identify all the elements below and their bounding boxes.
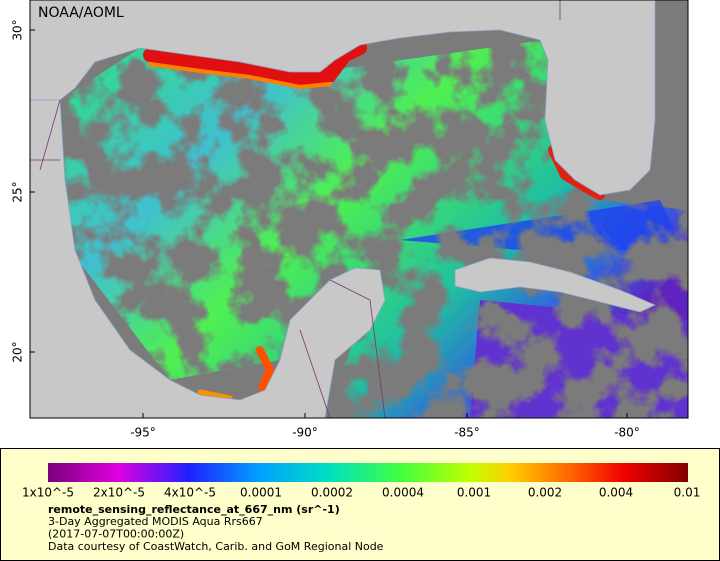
colorbar-label: 0.0002 — [311, 486, 353, 500]
lat-label: 20° — [11, 341, 25, 362]
legend-line: 3-Day Aggregated MODIS Aqua Rrs667 — [48, 515, 263, 528]
lat-label: 30° — [11, 19, 25, 40]
colorbar-label: 4x10^-5 — [164, 486, 216, 500]
legend-title: remote_sensing_reflectance_at_667_nm (sr… — [48, 503, 340, 516]
credit-box — [34, 2, 130, 24]
lon-label: -95° — [130, 426, 156, 440]
map-frame — [29, 0, 689, 419]
legend-line: (2017-07-07T00:00:00Z) — [48, 528, 184, 541]
legend-line: Data courtesy of CoastWatch, Carib. and … — [48, 540, 384, 553]
borders — [30, 0, 561, 418]
colorbar-label: 0.0004 — [382, 486, 424, 500]
reflectance-field — [60, 40, 688, 418]
colorbar-label: 0.01 — [674, 486, 701, 500]
colorbar-label: 0.0001 — [240, 486, 282, 500]
colorbar-label: 0.001 — [457, 486, 491, 500]
lat-label: 25° — [11, 181, 25, 202]
colorbar-label: 1x10^-5 — [22, 486, 74, 500]
lon-label: -85° — [454, 426, 480, 440]
colorbar-label: 0.004 — [599, 486, 633, 500]
land — [30, 0, 656, 418]
map — [30, 0, 688, 418]
credit: NOAA/AOML — [38, 5, 124, 21]
colorbar-label: 2x10^-5 — [93, 486, 145, 500]
lon-label: -80° — [614, 426, 640, 440]
lon-label: -90° — [292, 426, 318, 440]
colorbar — [48, 463, 688, 482]
colorbar-label: 0.002 — [528, 486, 562, 500]
